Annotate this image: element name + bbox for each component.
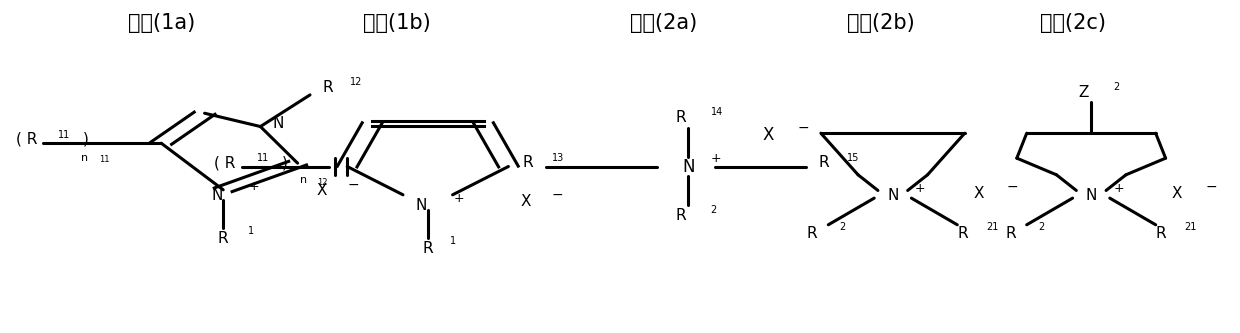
Text: 14: 14 [711, 107, 723, 117]
Text: −: − [1007, 180, 1018, 194]
Text: R: R [1156, 225, 1167, 241]
Text: R: R [675, 110, 686, 125]
Text: N: N [415, 198, 428, 213]
Text: X: X [1172, 186, 1182, 201]
Text: N: N [1085, 188, 1097, 203]
Text: 21: 21 [986, 222, 998, 232]
Text: 15: 15 [847, 153, 859, 163]
Text: ): ) [83, 132, 89, 147]
Text: −: − [552, 188, 563, 202]
Text: N: N [682, 158, 694, 175]
Text: ): ) [281, 155, 288, 170]
Text: N: N [273, 116, 284, 131]
Text: 通式(2a): 通式(2a) [630, 13, 697, 33]
Text: 21: 21 [1184, 222, 1197, 232]
Text: R: R [1006, 225, 1016, 241]
Text: R: R [957, 225, 968, 241]
Text: 1: 1 [248, 226, 254, 236]
Text: +: + [249, 180, 259, 193]
Text: 2: 2 [839, 222, 846, 232]
Text: R: R [423, 240, 433, 256]
Text: N: N [887, 188, 899, 203]
Text: R: R [807, 225, 817, 241]
Text: 1: 1 [450, 236, 455, 246]
Text: +: + [915, 181, 925, 195]
Text: n: n [81, 153, 88, 163]
Text: n: n [300, 175, 308, 185]
Text: X: X [316, 183, 326, 198]
Text: −: − [347, 178, 358, 192]
Text: N: N [211, 188, 223, 203]
Text: +: + [1114, 181, 1123, 195]
Text: −: − [797, 121, 808, 135]
Text: 通式(2c): 通式(2c) [1039, 13, 1106, 33]
Text: 11: 11 [99, 155, 109, 165]
Text: 2: 2 [1038, 222, 1044, 232]
Text: ( R: ( R [215, 155, 236, 170]
Text: X: X [973, 186, 983, 201]
Text: 13: 13 [552, 153, 564, 163]
Text: 通式(2b): 通式(2b) [847, 13, 914, 33]
Text: 12: 12 [350, 77, 362, 87]
Text: R: R [218, 230, 228, 246]
Text: 2: 2 [711, 205, 717, 215]
Text: 通式(1a): 通式(1a) [128, 13, 195, 33]
Text: −: − [1205, 180, 1216, 194]
Text: 11: 11 [257, 153, 269, 163]
Text: X: X [521, 194, 531, 209]
Text: 通式(1b): 通式(1b) [363, 13, 430, 33]
Text: Z: Z [1079, 85, 1089, 100]
Text: +: + [711, 152, 720, 165]
Text: 12: 12 [317, 177, 327, 187]
Text: +: + [454, 191, 464, 205]
Text: 11: 11 [58, 130, 71, 140]
Text: R: R [522, 155, 533, 170]
Text: R: R [818, 155, 830, 170]
Text: X: X [763, 126, 774, 144]
Text: R: R [322, 80, 334, 95]
Text: R: R [675, 208, 686, 223]
Text: ( R: ( R [16, 132, 37, 147]
Text: 2: 2 [1114, 82, 1120, 92]
